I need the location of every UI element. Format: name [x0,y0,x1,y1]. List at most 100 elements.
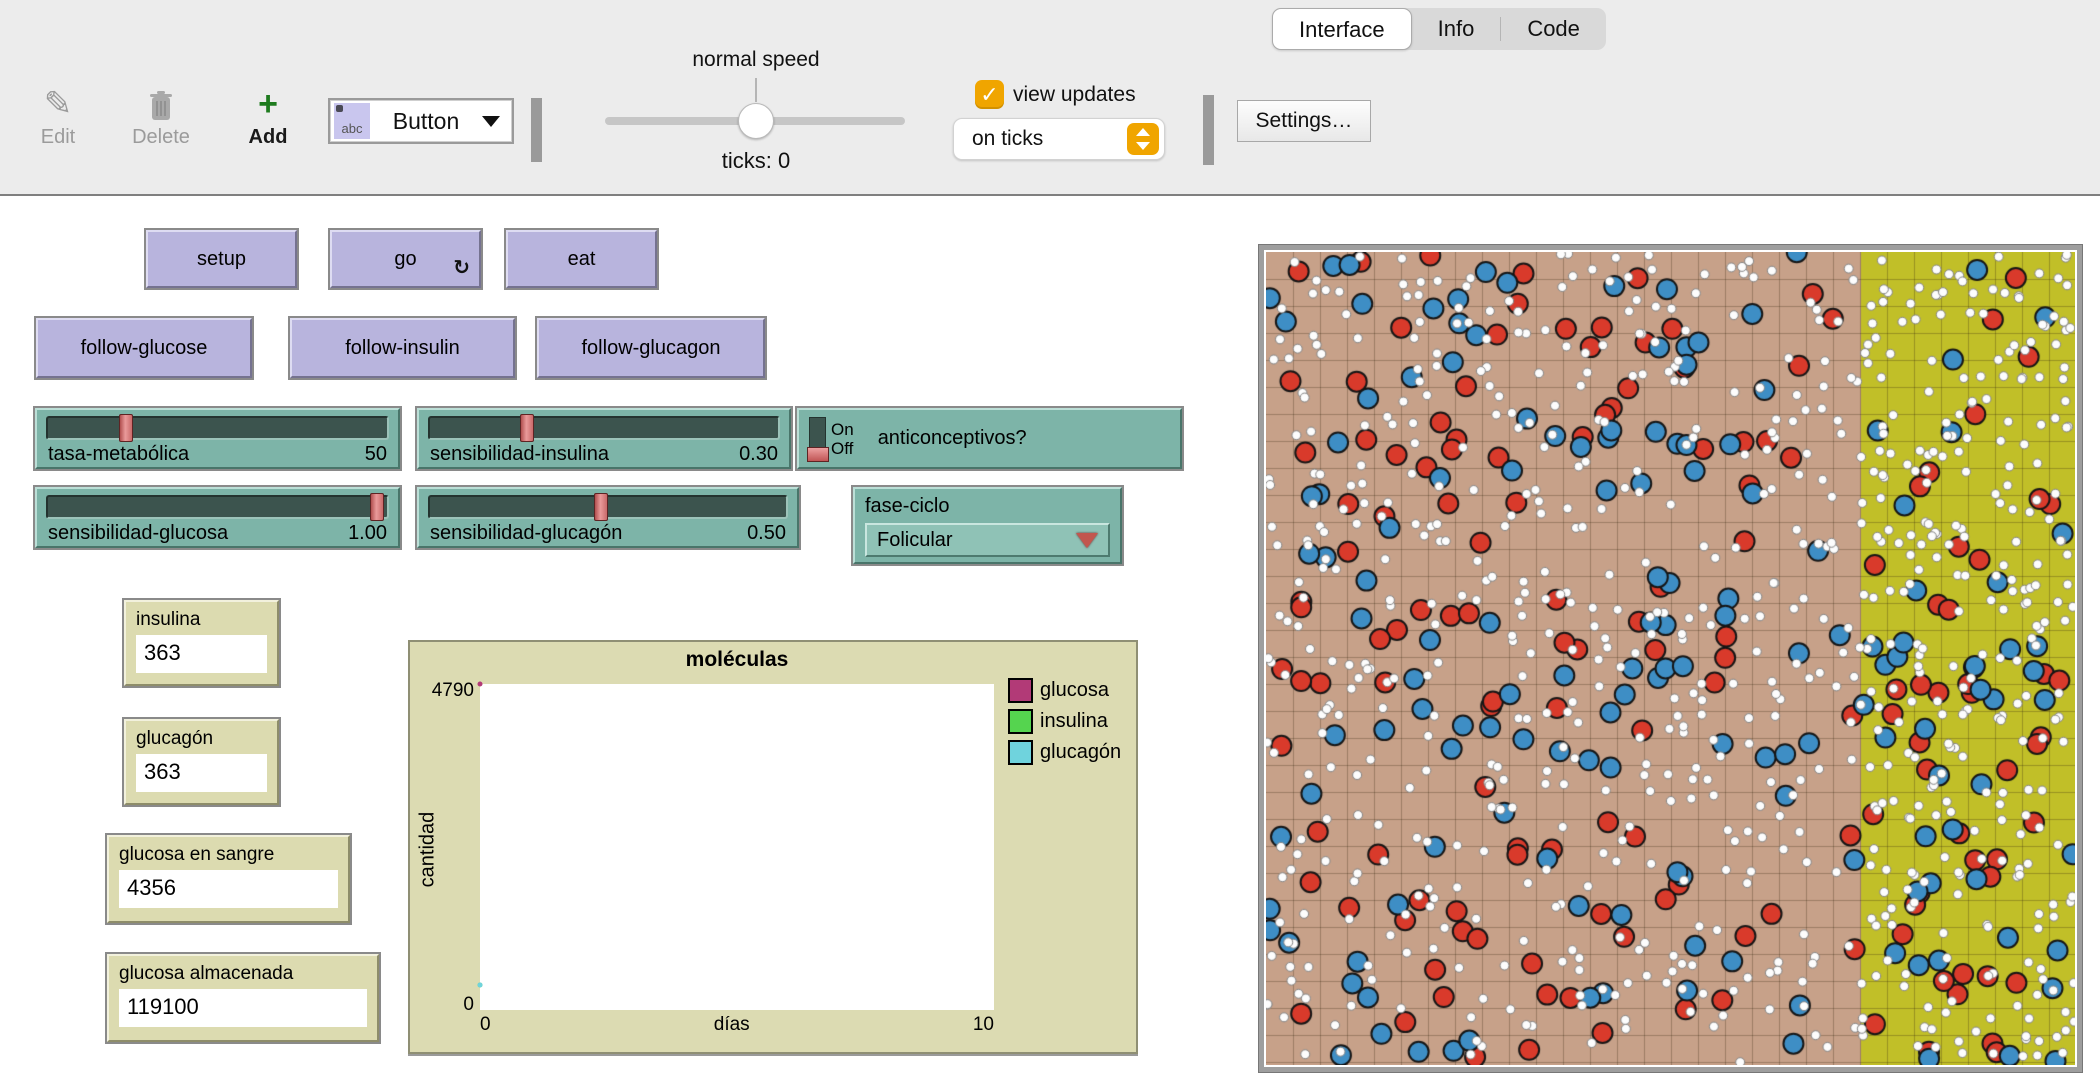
tab-info[interactable]: Info [1437,16,1475,41]
follow-glucose-label: follow-glucose [80,336,208,359]
monitor-glucagon: glucagón 363 [124,719,279,805]
ticks-counter: ticks: 0 [721,148,791,173]
tab-bar: Interface Info Code [1272,8,1606,50]
monitor-glucosa-almacenada: glucosa almacenada 119100 [107,954,379,1042]
slider-label: sensibilidad-insulina [430,443,609,465]
slider-label: sensibilidad-glucosa [48,522,229,544]
switch-on-label: On [831,419,854,439]
widget-type-dropdown[interactable]: abc Button [328,98,514,144]
view-updates-checkbox[interactable]: ✓ [975,80,1004,109]
legend-item-glucosa: glucosa [1008,678,1121,703]
speed-slider-thumb[interactable] [738,103,774,139]
switch-onoff-labels: On Off [831,420,854,458]
toolbar: Interface Info Code ✎ Edit Delete + Add … [0,0,2100,196]
slider-sensibilidad-glucagon[interactable]: sensibilidad-glucagón 0.50 [417,487,799,548]
view-updates-label: view updates [1013,83,1136,106]
speed-slider-label: normal speed [692,48,820,71]
eat-label: eat [567,247,596,270]
widget-type-label: Button [392,107,460,134]
monitor-value: 119100 [119,989,367,1027]
follow-insulin-label: follow-insulin [345,336,460,359]
delete-label: Delete [132,126,190,148]
legend-label: glucosa [1040,679,1109,701]
slider-tasa-metabolica[interactable]: tasa-metabólica 50 [35,408,400,469]
toolbar-separator [1203,95,1214,165]
follow-glucagon-label: follow-glucagon [581,336,721,359]
follow-glucose-button[interactable]: follow-glucose [36,318,252,378]
edit-button[interactable]: ✎ Edit [28,82,88,149]
x-axis-max: 10 [972,1014,994,1035]
x-axis-label: días [713,1014,750,1035]
slider-handle[interactable] [118,414,133,442]
switch-off-label: Off [831,438,854,458]
chevron-down-icon [482,115,500,127]
slider-track[interactable] [428,493,788,521]
tab-interface[interactable]: Interface [1272,8,1412,50]
plot-point-glucagón [477,982,483,988]
slider-sensibilidad-insulina[interactable]: sensibilidad-insulina 0.30 [417,408,791,469]
chooser-label: fase-ciclo [865,495,950,517]
chooser-fase-ciclo[interactable]: fase-ciclo Folicular [853,487,1122,564]
slider-value: 1.00 [348,522,387,544]
y-axis-label: cantidad [416,811,439,888]
switch-track[interactable] [807,416,829,462]
switch-handle[interactable] [807,446,829,462]
update-mode-value: on ticks [972,127,1044,150]
setup-button[interactable]: setup [146,230,297,288]
tab-divider [1500,17,1502,41]
y-axis-min: 0 [463,994,474,1015]
settings-button[interactable]: Settings… [1237,100,1371,142]
glucosa-swatch [1008,678,1033,703]
x-axis-row: 0 días 10 [480,1014,994,1036]
monitor-label: insulina [136,609,201,630]
toolbar-separator [531,98,542,162]
legend-item-insulina: insulina [1008,709,1121,734]
select-arrows-icon [1127,123,1159,155]
go-button[interactable]: go ↻ [330,230,481,288]
pencil-icon: ✎ [43,85,73,123]
switch-anticonceptivos[interactable]: On Off anticonceptivos? [797,408,1182,469]
slider-label: tasa-metabólica [48,443,190,465]
follow-insulin-button[interactable]: follow-insulin [290,318,515,378]
tab-code[interactable]: Code [1527,16,1580,41]
add-button[interactable]: + Add [240,82,296,149]
legend-item-glucagon: glucagón [1008,740,1121,765]
chooser-field[interactable]: Folicular [865,523,1110,557]
speed-slider-stem [755,78,757,102]
slider-track[interactable] [428,414,780,442]
plot-moleculas: moléculas 4790 cantidad 0 0 días 10 gluc… [408,640,1138,1054]
monitor-value: 363 [136,754,267,792]
chooser-dropdown-icon [1076,532,1098,548]
chooser-value: Folicular [877,528,953,551]
world-view[interactable] [1259,245,2082,1072]
update-mode-select[interactable]: on ticks [953,118,1165,160]
plot-title: moléculas [685,648,789,671]
slider-handle[interactable] [593,493,608,521]
follow-glucagon-button[interactable]: follow-glucagon [537,318,765,378]
glucagon-swatch [1008,740,1033,765]
plot-point-glucosa [477,681,483,687]
add-label: Add [248,126,288,148]
slider-value: 0.50 [747,522,786,544]
delete-button[interactable]: Delete [128,82,194,149]
legend-label: insulina [1040,710,1108,732]
plot-area [477,681,994,1010]
button-widget-icon: abc [334,103,370,139]
world-canvas[interactable] [1266,252,2075,1065]
slider-sensibilidad-glucosa[interactable]: sensibilidad-glucosa 1.00 [35,487,400,548]
slider-track[interactable] [46,493,389,521]
monitor-value: 4356 [119,870,338,908]
setup-label: setup [197,247,246,270]
monitor-label: glucosa en sangre [119,844,275,865]
slider-handle[interactable] [520,414,535,442]
monitor-label: glucagón [136,728,214,749]
slider-track[interactable] [46,414,389,442]
forever-icon: ↻ [453,257,470,279]
eat-button[interactable]: eat [506,230,657,288]
go-label: go [394,247,417,270]
plot-legend: glucosa insulina glucagón [1008,678,1121,771]
slider-handle[interactable] [369,493,384,521]
monitor-insulina: insulina 363 [124,600,279,686]
slider-value: 50 [364,443,387,465]
